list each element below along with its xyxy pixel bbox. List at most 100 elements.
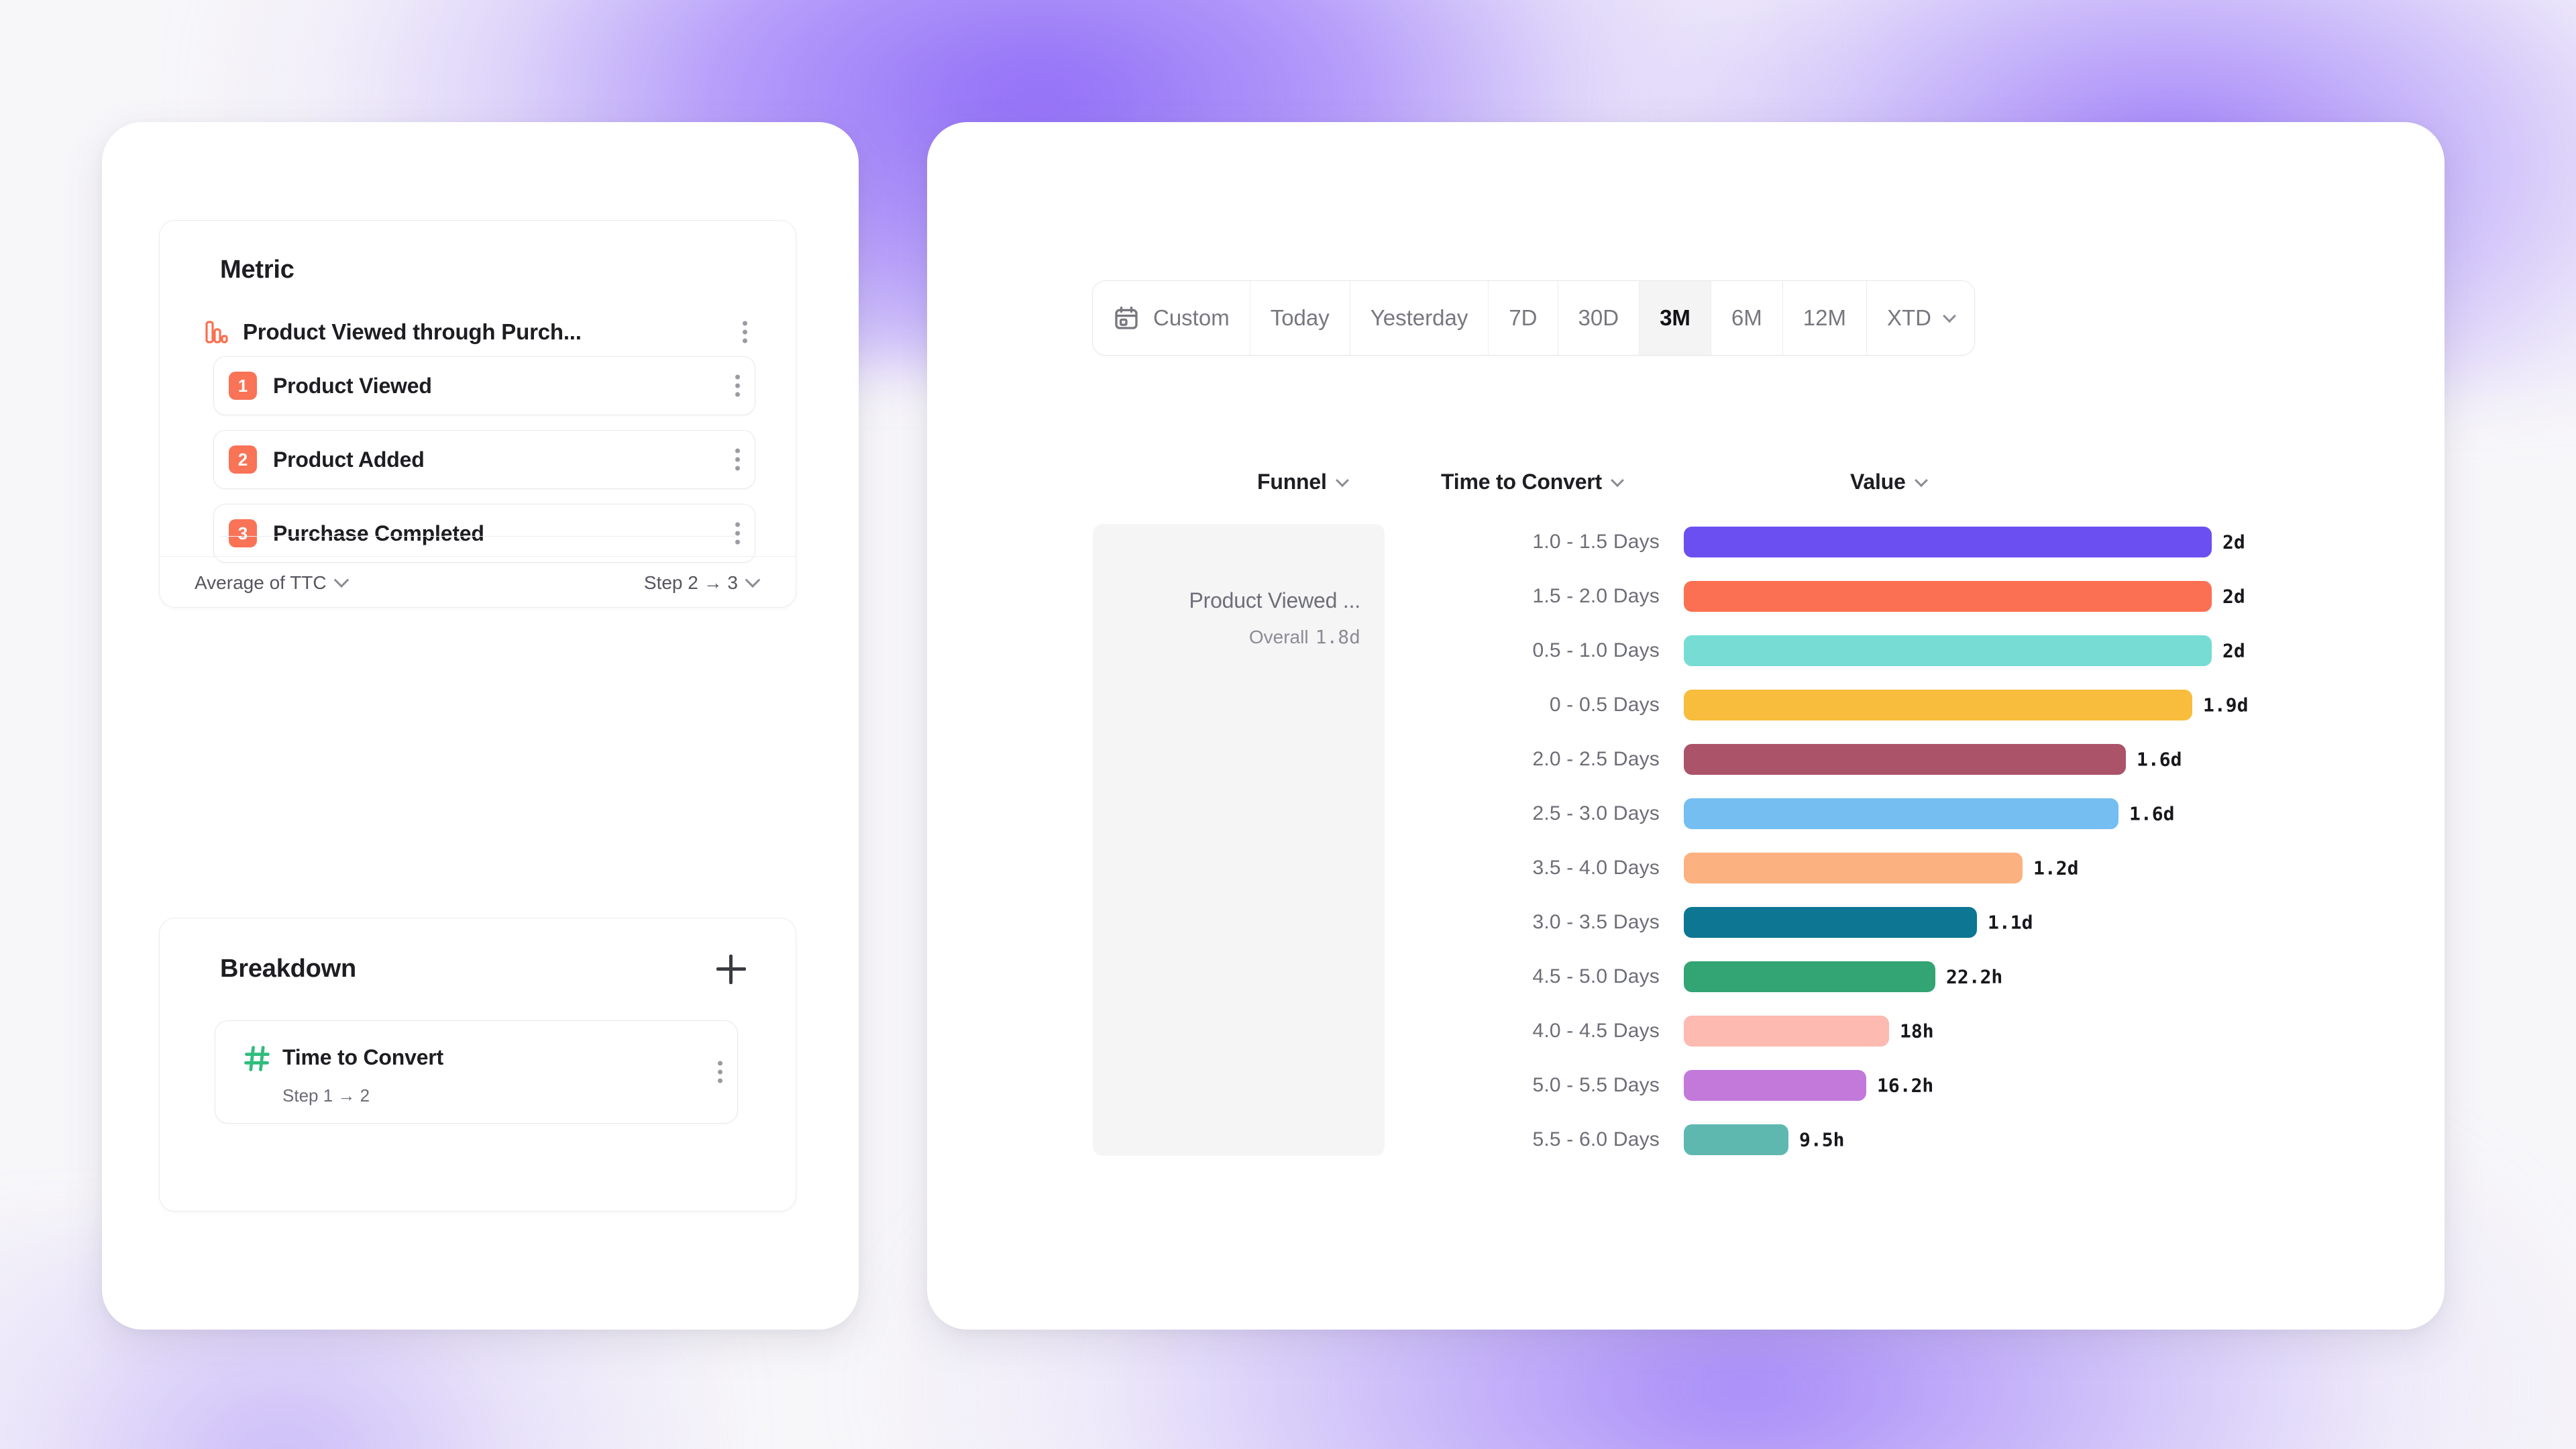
bar-track: 2d bbox=[1684, 527, 2415, 557]
bar-track: 9.5h bbox=[1684, 1124, 2415, 1155]
bar-track: 1.1d bbox=[1684, 907, 2415, 938]
date-option-12m[interactable]: 12M bbox=[1782, 281, 1867, 355]
bar-row[interactable]: 2.0 - 2.5 Days 1.6d bbox=[1409, 744, 2415, 775]
column-header-value-label: Value bbox=[1850, 470, 1906, 494]
bar-value-label: 1.6d bbox=[2137, 748, 2182, 771]
bar-row[interactable]: 1.0 - 1.5 Days 2d bbox=[1409, 527, 2415, 557]
date-option-label: XTD bbox=[1886, 305, 1931, 330]
bar-row[interactable]: 1.5 - 2.0 Days 2d bbox=[1409, 581, 2415, 612]
bar-category-label: 3.0 - 3.5 Days bbox=[1532, 911, 1660, 933]
metric-card-title: Metric bbox=[220, 256, 294, 284]
date-option-label: Yesterday bbox=[1370, 305, 1468, 330]
bar-value-label: 1.1d bbox=[1988, 911, 2033, 934]
breakdown-item-step-range: Step 1 → 2 bbox=[282, 1085, 370, 1106]
funnel-summary-box[interactable]: Product Viewed ... Overall 1.8d bbox=[1093, 524, 1385, 1156]
bar-row[interactable]: 3.0 - 3.5 Days 1.1d bbox=[1409, 907, 2415, 938]
date-option-yesterday[interactable]: Yesterday bbox=[1350, 281, 1489, 355]
bar-value-label: 1.6d bbox=[2129, 802, 2175, 825]
bar-track: 1.6d bbox=[1684, 798, 2415, 829]
bar-row[interactable]: 5.5 - 6.0 Days 9.5h bbox=[1409, 1124, 2415, 1155]
date-option-3m[interactable]: 3M bbox=[1640, 281, 1711, 355]
bar-fill bbox=[1684, 1016, 1889, 1046]
hash-icon bbox=[244, 1046, 270, 1071]
date-option-custom[interactable]: Custom bbox=[1093, 281, 1250, 355]
bar-value-label: 22.2h bbox=[1946, 965, 2003, 988]
bar-value-label: 2d bbox=[2222, 585, 2245, 608]
step-index-badge: 3 bbox=[229, 519, 257, 547]
column-header-funnel-label: Funnel bbox=[1257, 470, 1327, 494]
chevron-down-icon bbox=[1914, 473, 1928, 487]
bar-row[interactable]: 4.0 - 4.5 Days 18h bbox=[1409, 1016, 2415, 1046]
bar-row[interactable]: 0 - 0.5 Days 1.9d bbox=[1409, 690, 2415, 720]
bar-track: 1.9d bbox=[1684, 690, 2415, 720]
step-range-dropdown[interactable]: Step 2 → 3 bbox=[643, 572, 761, 594]
bar-fill bbox=[1684, 581, 2212, 612]
funnel-summary-overall-label: Overall bbox=[1248, 627, 1309, 647]
funnel-group: Product Viewed through Purch... 1 Produc… bbox=[195, 308, 762, 563]
chevron-down-icon bbox=[745, 572, 761, 588]
date-option-today[interactable]: Today bbox=[1250, 281, 1350, 355]
bar-track: 2d bbox=[1684, 581, 2415, 612]
bar-row[interactable]: 3.5 - 4.0 Days 1.2d bbox=[1409, 853, 2415, 883]
funnel-name: Product Viewed through Purch... bbox=[243, 319, 582, 344]
step-label: Purchase Completed bbox=[273, 521, 484, 545]
funnel-step-row[interactable]: 1 Product Viewed bbox=[213, 356, 755, 415]
column-header-time-to-convert[interactable]: Time to Convert bbox=[1441, 470, 1624, 494]
bar-category-label: 1.0 - 1.5 Days bbox=[1532, 531, 1660, 553]
bar-row[interactable]: 0.5 - 1.0 Days 2d bbox=[1409, 635, 2415, 666]
bar-category-label: 4.5 - 5.0 Days bbox=[1532, 965, 1660, 987]
calendar-icon bbox=[1115, 307, 1138, 329]
date-option-xtd[interactable]: XTD bbox=[1866, 281, 1974, 355]
funnel-step-row[interactable]: 3 Purchase Completed bbox=[213, 504, 755, 563]
bar-value-label: 1.2d bbox=[2033, 857, 2079, 879]
step-index-badge: 2 bbox=[229, 445, 257, 474]
bar-fill bbox=[1684, 635, 2212, 666]
date-option-label: Today bbox=[1270, 305, 1330, 330]
bar-value-label: 18h bbox=[1900, 1020, 1934, 1042]
bar-category-label: 4.0 - 4.5 Days bbox=[1532, 1020, 1660, 1042]
breakdown-item-more-icon[interactable] bbox=[718, 1061, 722, 1083]
chevron-down-icon bbox=[1611, 473, 1624, 487]
date-option-label: 3M bbox=[1660, 305, 1690, 330]
chevron-down-icon bbox=[1335, 473, 1349, 487]
bar-row[interactable]: 2.5 - 3.0 Days 1.6d bbox=[1409, 798, 2415, 829]
funnel-header-row[interactable]: Product Viewed through Purch... bbox=[195, 308, 762, 356]
breakdown-item-label: Time to Convert bbox=[282, 1045, 444, 1069]
column-header-value[interactable]: Value bbox=[1850, 470, 1928, 494]
bar-chart-icon bbox=[205, 321, 228, 343]
chevron-down-icon bbox=[333, 572, 349, 588]
step-range-label: Step 2 → 3 bbox=[643, 572, 738, 593]
bar-fill bbox=[1684, 1070, 1866, 1101]
bar-row[interactable]: 4.5 - 5.0 Days 22.2h bbox=[1409, 961, 2415, 992]
bar-value-label: 2d bbox=[2222, 531, 2245, 553]
bar-value-label: 9.5h bbox=[1799, 1128, 1845, 1151]
bar-row[interactable]: 5.0 - 5.5 Days 16.2h bbox=[1409, 1070, 2415, 1101]
bar-fill bbox=[1684, 527, 2212, 557]
funnel-more-icon[interactable] bbox=[743, 321, 747, 343]
breakdown-item[interactable]: Time to Convert Step 1 → 2 bbox=[215, 1020, 738, 1124]
date-option-6m[interactable]: 6M bbox=[1711, 281, 1783, 355]
date-option-30d[interactable]: 30D bbox=[1558, 281, 1640, 355]
funnel-summary-overall-value: 1.8d bbox=[1315, 626, 1360, 648]
step-more-icon[interactable] bbox=[735, 374, 740, 397]
bar-fill bbox=[1684, 798, 2118, 829]
date-option-7d[interactable]: 7D bbox=[1489, 281, 1558, 355]
add-breakdown-button[interactable] bbox=[716, 955, 746, 984]
step-more-icon[interactable] bbox=[735, 522, 740, 545]
funnel-step-row[interactable]: 2 Product Added bbox=[213, 430, 755, 489]
date-option-label: 6M bbox=[1731, 305, 1762, 330]
step-more-icon[interactable] bbox=[735, 448, 740, 471]
chart-column-headers: Funnel Time to Convert Value bbox=[1092, 470, 2300, 510]
date-option-label: 30D bbox=[1578, 305, 1619, 330]
bar-category-label: 0.5 - 1.0 Days bbox=[1532, 639, 1660, 661]
chevron-down-icon bbox=[1943, 309, 1956, 323]
funnel-summary-name: Product Viewed ... bbox=[1189, 588, 1360, 612]
bar-fill bbox=[1684, 744, 2126, 775]
metric-divider bbox=[220, 536, 735, 537]
bar-category-label: 1.5 - 2.0 Days bbox=[1532, 585, 1660, 607]
metric-card-footer: Average of TTC Step 2 → 3 bbox=[160, 556, 796, 608]
column-header-funnel[interactable]: Funnel bbox=[1257, 470, 1349, 494]
aggregation-dropdown[interactable]: Average of TTC bbox=[195, 572, 349, 594]
bar-track: 16.2h bbox=[1684, 1070, 2415, 1101]
bar-track: 1.6d bbox=[1684, 744, 2415, 775]
